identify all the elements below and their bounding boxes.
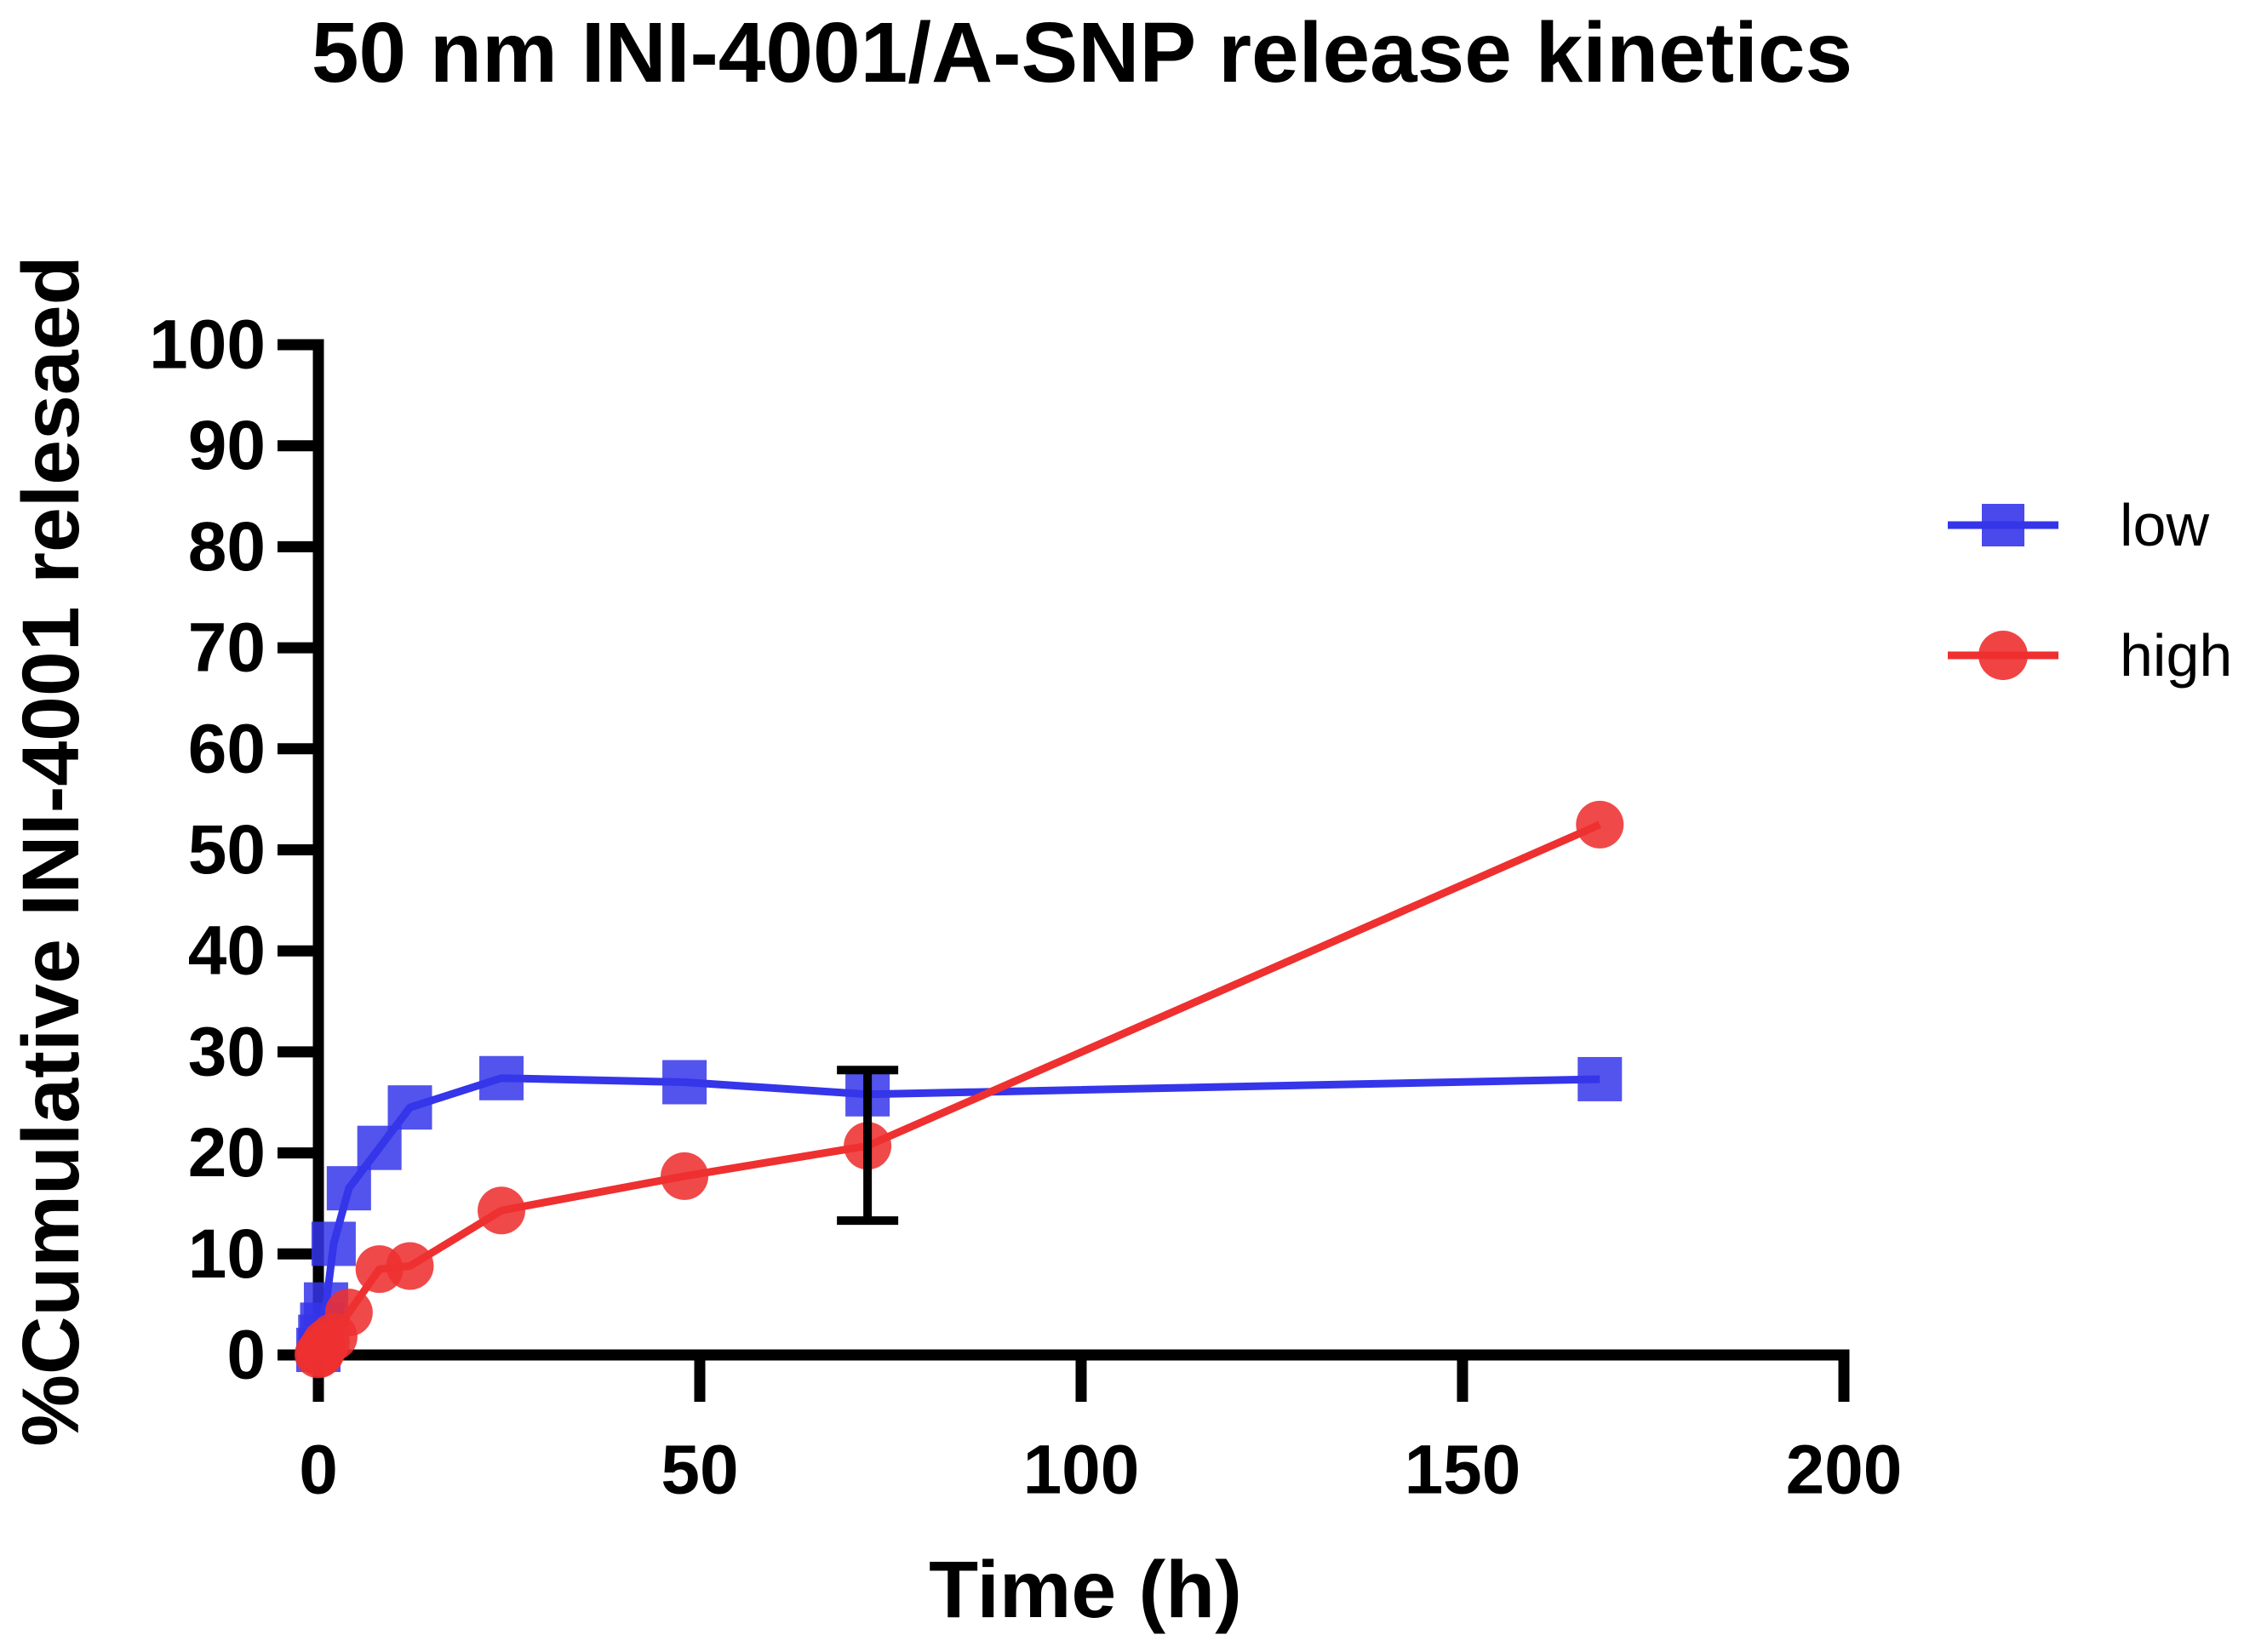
legend-circle-icon [1978,631,2028,680]
error-bar-high [837,1066,899,1226]
data-point-low [357,1125,402,1170]
legend-item-high: high [1948,622,2232,689]
data-point-low [662,1060,707,1105]
data-point-high [386,1242,434,1290]
x-axis-label: Time (h) [929,1545,1242,1635]
data-point-low [311,1221,356,1266]
y-tick-label: 100 [149,306,266,384]
legend-square-icon [1982,504,2024,546]
y-tick-label: 30 [188,1013,266,1090]
error-bars [837,1066,899,1226]
legend: low high [1948,492,2232,689]
x-tick-label: 50 [661,1432,738,1509]
data-point-low [1577,1056,1623,1101]
data-point-high [661,1152,709,1200]
data-point-low [387,1085,432,1130]
data-point-low [326,1166,371,1211]
y-tick-label: 10 [188,1215,266,1293]
y-tick-label: 50 [188,811,266,889]
data-series [295,800,1624,1379]
y-tick-label: 40 [188,912,266,990]
y-tick-label: 80 [188,508,266,586]
y-tick-label: 90 [188,407,266,484]
y-tick-label: 0 [226,1317,266,1394]
data-point-high [1576,800,1624,849]
legend-marker-low-icon [1948,504,2058,546]
x-tick-label: 200 [1786,1432,1903,1509]
axes: 0 10 20 30 40 50 60 70 80 90 100 0 50 100 150 200 [149,306,1902,1509]
y-axis-label: %Cumulative INI-4001 relesaed [6,255,96,1446]
legend-marker-high-icon [1948,631,2058,680]
legend-label-low: low [2120,492,2209,558]
series-high [295,800,1624,1379]
data-point-high [478,1186,526,1235]
data-point-low [479,1055,524,1100]
y-tick-label: 20 [188,1114,266,1192]
y-tick-label: 70 [188,609,266,687]
x-tick-label: 150 [1405,1432,1521,1509]
data-point-high [324,1289,373,1337]
x-tick-label: 0 [299,1432,338,1509]
x-tick-label: 100 [1023,1432,1140,1509]
y-tick-label: 60 [188,710,266,787]
legend-label-high: high [2120,622,2232,689]
chart-title: 50 nm INI-4001/A-SNP release kinetics [312,5,1852,100]
legend-item-low: low [1948,492,2209,558]
